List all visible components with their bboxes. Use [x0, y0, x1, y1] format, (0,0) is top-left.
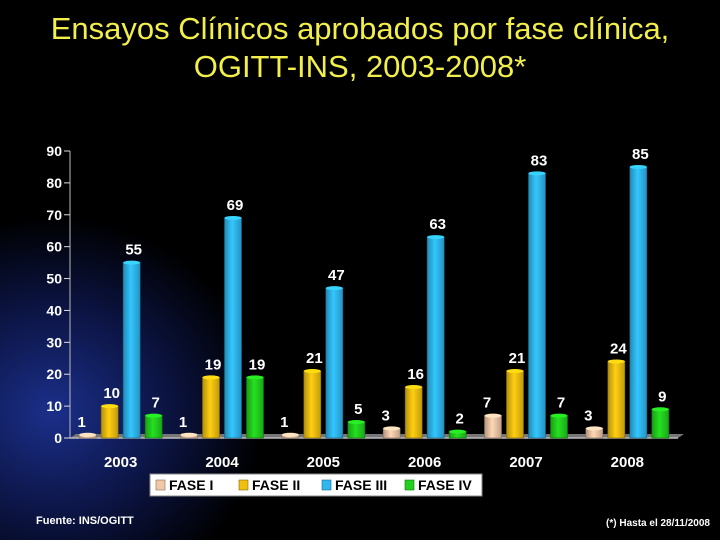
title-line-1: Ensayos Clínicos aprobados por fase clín…: [50, 11, 670, 46]
x-tick-label: 2008: [611, 454, 644, 471]
title-line-2: OGITT-INS, 2003-2008*: [193, 49, 527, 84]
data-label: 24: [610, 340, 627, 357]
legend-label: FASE IV: [418, 477, 472, 493]
y-tick-label: 90: [46, 143, 62, 159]
data-label: 83: [531, 152, 548, 169]
bar: [426, 236, 445, 439]
legend-box: [149, 473, 483, 497]
y-tick-label: 80: [46, 175, 62, 191]
data-label: 21: [306, 350, 323, 367]
y-tick-label: 20: [46, 366, 62, 382]
legend-swatch: [155, 479, 166, 491]
bar-cap: [484, 413, 502, 418]
bar: [347, 421, 366, 439]
y-tick-label: 0: [54, 430, 62, 446]
bar-cap: [405, 384, 423, 389]
bar: [144, 415, 163, 439]
bar-cap: [145, 413, 163, 418]
y-tick-label: 70: [46, 207, 62, 223]
bar-cap: [79, 432, 97, 437]
bar-cap: [629, 164, 647, 169]
bar-cap: [347, 420, 365, 425]
bar-cap: [550, 413, 568, 418]
data-label: 10: [103, 385, 120, 402]
data-label: 47: [328, 267, 345, 284]
x-tick-label: 2003: [104, 454, 137, 471]
bar-cap: [224, 215, 242, 220]
data-label: 3: [584, 407, 592, 424]
data-label: 7: [151, 395, 159, 412]
bar-cap: [325, 286, 343, 291]
data-label: 63: [429, 216, 446, 233]
legend-label: FASE III: [335, 477, 387, 493]
legend-swatch: [404, 479, 415, 491]
data-label: 3: [381, 407, 389, 424]
bar-cap: [303, 369, 321, 374]
legend-label: FASE I: [169, 477, 213, 493]
bar: [651, 408, 670, 439]
data-label: 21: [509, 350, 526, 367]
bar: [100, 405, 119, 439]
bar: [246, 377, 264, 439]
bar: [629, 166, 648, 439]
chart-title: Ensayos Clínicos aprobados por fase clín…: [0, 10, 720, 86]
data-label: 1: [179, 414, 187, 431]
data-label: 7: [557, 395, 565, 412]
bar: [550, 415, 568, 439]
data-label: 9: [658, 388, 666, 405]
bar-cap: [528, 171, 546, 176]
data-label: 1: [280, 414, 288, 431]
data-label: 19: [205, 356, 222, 373]
data-label: 7: [483, 395, 491, 412]
date-note: (*) Hasta el 28/11/2008: [606, 518, 710, 529]
bar: [528, 173, 546, 439]
source-note: Fuente: INS/OGITT: [36, 515, 134, 527]
bar-cap: [281, 432, 299, 437]
bar: [122, 262, 141, 439]
bar-cap: [651, 407, 669, 412]
x-tick-label: 2004: [205, 454, 239, 471]
data-label: 2: [455, 411, 463, 428]
y-tick-label: 50: [46, 271, 62, 287]
data-label: 55: [125, 242, 142, 259]
bar-cap: [506, 369, 524, 374]
legend-swatch: [238, 479, 249, 491]
bar: [506, 370, 524, 439]
y-tick-label: 40: [46, 302, 62, 318]
bar: [202, 377, 220, 439]
y-tick-label: 10: [46, 398, 62, 414]
bar: [303, 370, 322, 439]
data-label: 1: [77, 414, 85, 431]
bar: [325, 287, 344, 439]
bar-cap: [123, 260, 141, 265]
bar: [224, 217, 242, 439]
legend-label: FASE II: [252, 477, 300, 493]
bar-cap: [585, 426, 603, 431]
bar-cap: [246, 375, 264, 380]
legend-swatch: [321, 479, 332, 491]
bar-cap: [449, 429, 467, 434]
data-label: 85: [632, 146, 649, 163]
bar-cap: [607, 359, 625, 364]
data-label: 69: [227, 197, 244, 214]
x-tick-label: 2006: [408, 454, 441, 471]
data-label: 16: [407, 366, 424, 383]
bar-cap: [202, 375, 220, 380]
bar: [607, 361, 626, 439]
x-tick-label: 2007: [509, 454, 542, 471]
data-label: 19: [249, 356, 266, 373]
data-label: 5: [354, 401, 362, 418]
y-tick-label: 30: [46, 334, 62, 350]
bar-cap: [180, 432, 198, 437]
bar: [484, 415, 502, 439]
bar-cap: [383, 426, 401, 431]
x-tick-label: 2005: [307, 454, 340, 471]
bar-cap: [427, 235, 445, 240]
bar-cap: [101, 404, 119, 409]
bar: [404, 386, 423, 439]
y-tick-label: 60: [46, 239, 62, 255]
